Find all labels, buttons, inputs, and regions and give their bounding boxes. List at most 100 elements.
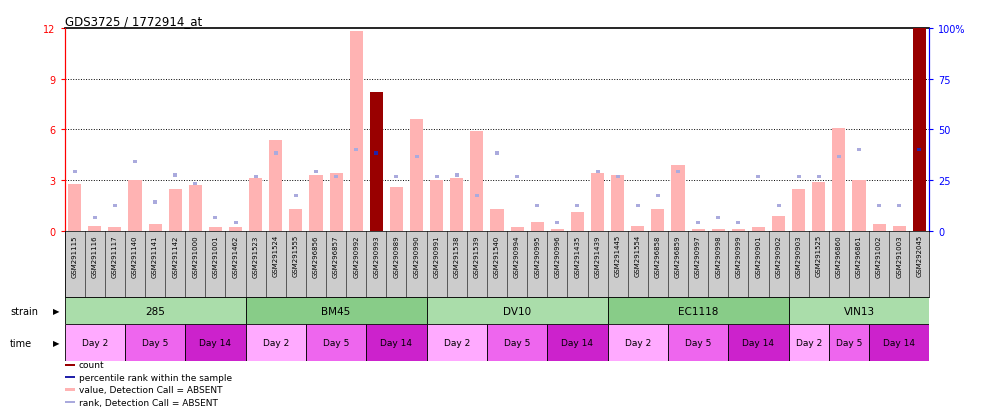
Text: strain: strain bbox=[10, 306, 38, 316]
Bar bbox=[289, 209, 302, 231]
Bar bbox=[246, 297, 426, 324]
Text: Day 5: Day 5 bbox=[504, 338, 530, 347]
Text: GSM296859: GSM296859 bbox=[675, 235, 681, 277]
Bar bbox=[306, 324, 366, 361]
Text: value, Detection Call = ABSENT: value, Detection Call = ABSENT bbox=[79, 385, 223, 394]
Text: GSM290997: GSM290997 bbox=[695, 235, 701, 277]
Bar bbox=[611, 176, 624, 231]
Bar bbox=[269, 140, 282, 231]
Bar bbox=[113, 204, 117, 208]
Text: Day 14: Day 14 bbox=[884, 338, 915, 347]
Bar bbox=[128, 180, 141, 231]
Bar bbox=[173, 174, 177, 177]
Bar bbox=[366, 324, 426, 361]
Text: Day 2: Day 2 bbox=[624, 338, 651, 347]
Bar bbox=[209, 228, 222, 231]
Bar bbox=[434, 176, 438, 179]
Text: rank, Detection Call = ABSENT: rank, Detection Call = ABSENT bbox=[79, 398, 218, 407]
Bar bbox=[869, 324, 929, 361]
Bar bbox=[912, 230, 925, 231]
Text: Day 2: Day 2 bbox=[795, 338, 822, 347]
Bar bbox=[375, 152, 379, 155]
Text: VIN13: VIN13 bbox=[844, 306, 875, 316]
Text: Day 2: Day 2 bbox=[262, 338, 289, 347]
Bar bbox=[65, 324, 125, 361]
Text: GSM291003: GSM291003 bbox=[897, 235, 903, 277]
Bar bbox=[450, 179, 463, 231]
Bar bbox=[426, 297, 607, 324]
Bar bbox=[853, 180, 866, 231]
Bar bbox=[812, 183, 825, 231]
Bar bbox=[214, 216, 218, 219]
Bar bbox=[65, 376, 76, 378]
Bar bbox=[615, 176, 619, 179]
Text: Day 2: Day 2 bbox=[443, 338, 470, 347]
Bar bbox=[817, 176, 821, 179]
Text: GSM291439: GSM291439 bbox=[594, 235, 600, 277]
Bar bbox=[571, 213, 584, 231]
Bar bbox=[65, 297, 246, 324]
Bar bbox=[893, 226, 906, 231]
Bar bbox=[65, 388, 76, 391]
Bar bbox=[414, 155, 418, 159]
Text: EC1118: EC1118 bbox=[678, 306, 719, 316]
Text: DV10: DV10 bbox=[503, 306, 531, 316]
Text: Day 14: Day 14 bbox=[381, 338, 413, 347]
Bar bbox=[69, 184, 82, 231]
Text: GSM291524: GSM291524 bbox=[272, 235, 278, 277]
Bar bbox=[651, 209, 664, 231]
Text: GSM291462: GSM291462 bbox=[233, 235, 239, 277]
Bar bbox=[246, 324, 306, 361]
Bar bbox=[65, 364, 76, 366]
Bar bbox=[696, 221, 700, 225]
Bar bbox=[737, 221, 741, 225]
Bar bbox=[249, 179, 262, 231]
Text: Day 5: Day 5 bbox=[323, 338, 349, 347]
Bar bbox=[548, 324, 607, 361]
Bar bbox=[607, 324, 668, 361]
Bar bbox=[898, 204, 902, 208]
Bar bbox=[350, 32, 363, 231]
Text: GSM291539: GSM291539 bbox=[474, 235, 480, 277]
Bar bbox=[531, 223, 544, 231]
Bar bbox=[676, 171, 680, 174]
Bar bbox=[294, 194, 298, 197]
Bar bbox=[751, 228, 765, 231]
Text: GSM291002: GSM291002 bbox=[876, 235, 882, 277]
Text: GSM291142: GSM291142 bbox=[172, 235, 178, 277]
Text: GSM291523: GSM291523 bbox=[252, 235, 258, 277]
Bar bbox=[556, 221, 560, 225]
Bar bbox=[314, 171, 318, 174]
Bar bbox=[193, 183, 198, 186]
Text: GSM291435: GSM291435 bbox=[575, 235, 580, 277]
Text: GSM290989: GSM290989 bbox=[394, 235, 400, 277]
Bar bbox=[92, 216, 96, 219]
Bar bbox=[796, 176, 801, 179]
Bar bbox=[65, 401, 76, 403]
Text: Day 2: Day 2 bbox=[82, 338, 108, 347]
Text: Day 14: Day 14 bbox=[200, 338, 232, 347]
Bar bbox=[535, 204, 539, 208]
Bar bbox=[917, 149, 921, 152]
Text: GSM296857: GSM296857 bbox=[333, 235, 339, 277]
Bar bbox=[185, 324, 246, 361]
Bar bbox=[591, 174, 604, 231]
Bar bbox=[832, 128, 846, 231]
Text: GSM291000: GSM291000 bbox=[192, 235, 199, 277]
Bar bbox=[495, 152, 499, 155]
Bar bbox=[273, 152, 277, 155]
Bar bbox=[125, 324, 185, 361]
Bar bbox=[607, 297, 788, 324]
Bar bbox=[334, 176, 338, 179]
Bar bbox=[108, 228, 121, 231]
Bar bbox=[487, 324, 548, 361]
Text: Day 5: Day 5 bbox=[142, 338, 168, 347]
Text: GDS3725 / 1772914_at: GDS3725 / 1772914_at bbox=[65, 15, 202, 28]
Bar bbox=[426, 324, 487, 361]
Text: GSM290994: GSM290994 bbox=[514, 235, 520, 277]
Text: Day 14: Day 14 bbox=[743, 338, 774, 347]
Text: GSM290990: GSM290990 bbox=[414, 235, 419, 277]
Text: BM45: BM45 bbox=[321, 306, 351, 316]
Bar bbox=[390, 188, 403, 231]
Bar bbox=[354, 149, 358, 152]
